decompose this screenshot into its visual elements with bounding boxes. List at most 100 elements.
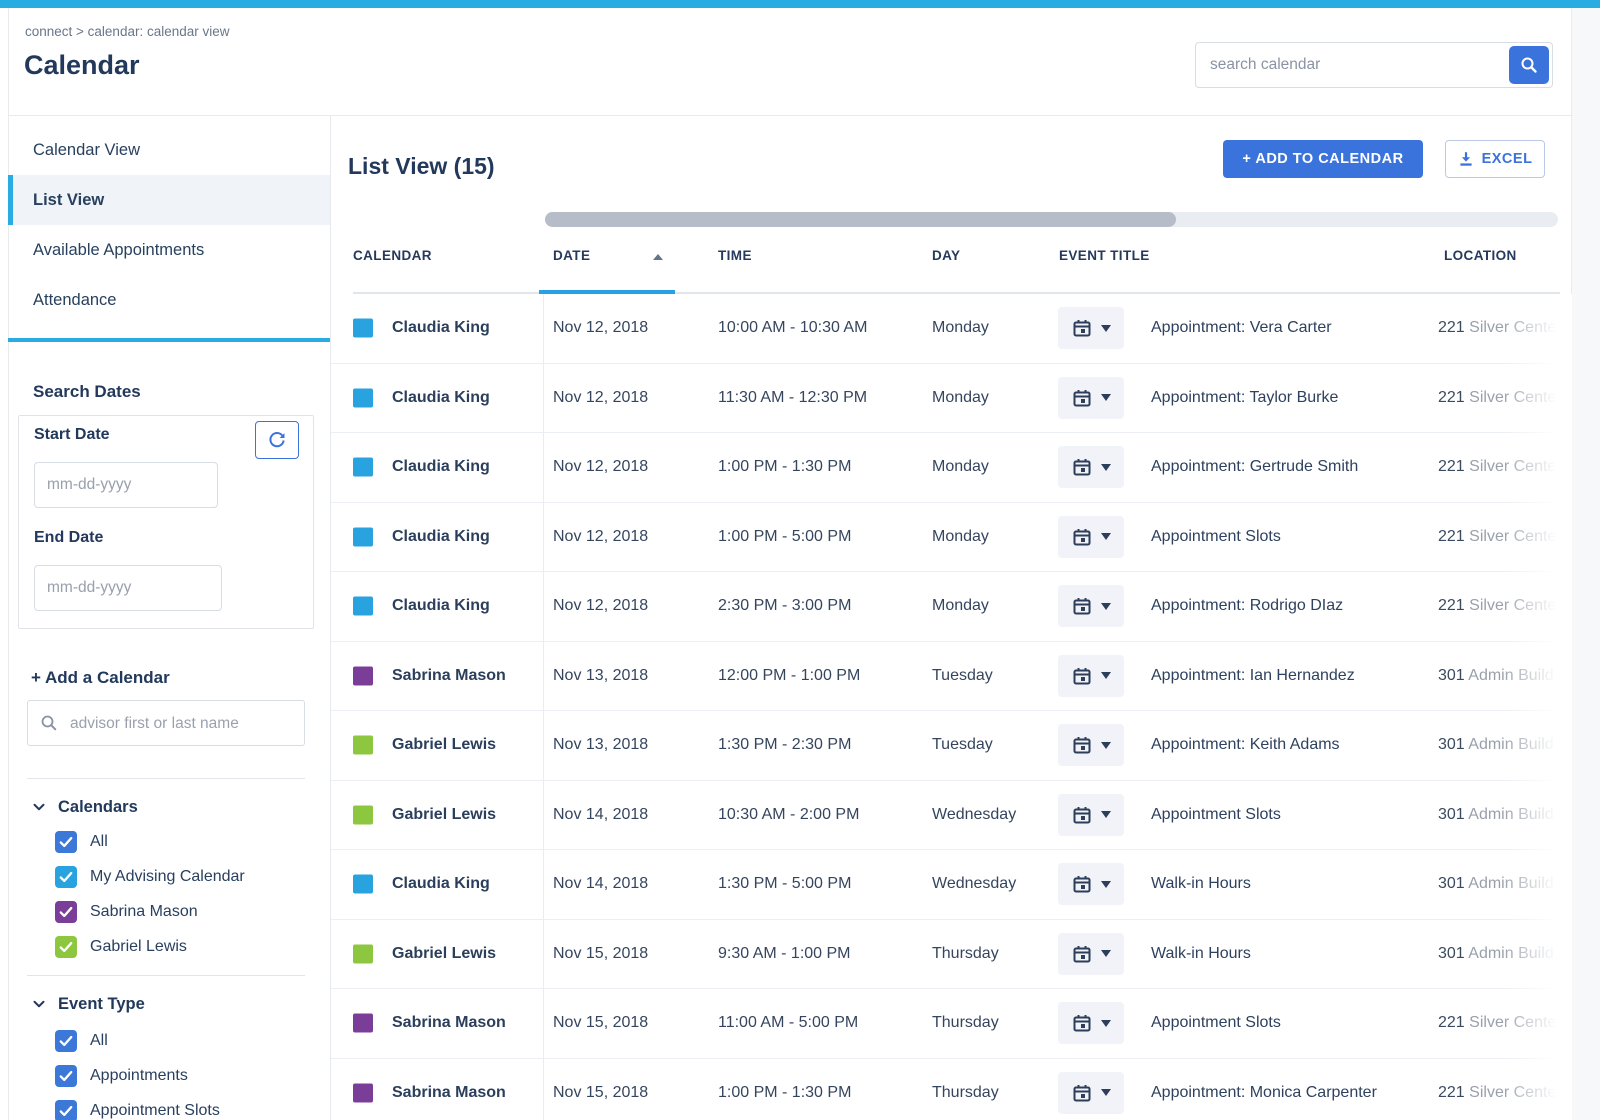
- calendar-icon: [1073, 320, 1090, 337]
- event-time: 1:00 PM - 5:00 PM: [718, 527, 852, 545]
- event-type-group-header[interactable]: Event Type: [30, 992, 320, 1016]
- event-date: Nov 13, 2018: [553, 666, 649, 684]
- calendar-icon: [1073, 459, 1090, 476]
- event-date: Nov 12, 2018: [553, 527, 649, 545]
- refresh-dates-button[interactable]: [255, 421, 299, 459]
- end-date-input[interactable]: [34, 565, 222, 611]
- event-date: Nov 14, 2018: [553, 875, 649, 893]
- checkbox-row[interactable]: All: [30, 831, 320, 853]
- event-actions-dropdown[interactable]: [1058, 793, 1124, 836]
- calendar-icon: [1073, 737, 1090, 754]
- event-title: Appointment: Vera Carter: [1151, 319, 1332, 337]
- table-body: Claudia King Nov 12, 2018 10:00 AM - 10:…: [331, 294, 1572, 1120]
- column-header-time[interactable]: TIME: [718, 248, 752, 263]
- sidebar-nav-item[interactable]: Available Appointments: [9, 225, 330, 275]
- excel-export-button[interactable]: EXCEL: [1445, 140, 1545, 178]
- caret-down-icon: [1100, 324, 1111, 332]
- column-header-day[interactable]: DAY: [932, 248, 961, 263]
- checkbox-row[interactable]: Gabriel Lewis: [30, 936, 320, 958]
- calendars-group-header[interactable]: Calendars: [30, 795, 320, 819]
- event-title: Appointment: Keith Adams: [1151, 736, 1340, 754]
- event-time: 11:00 AM - 5:00 PM: [718, 1014, 859, 1032]
- checkbox[interactable]: [55, 1065, 77, 1087]
- event-date: Nov 12, 2018: [553, 388, 649, 406]
- event-date: Nov 12, 2018: [553, 597, 649, 615]
- event-actions-dropdown[interactable]: [1058, 724, 1124, 767]
- column-header-calendar[interactable]: CALENDAR: [353, 248, 432, 263]
- event-title: Appointment: Rodrigo DIaz: [1151, 597, 1344, 615]
- horizontal-scrollbar-track[interactable]: [545, 212, 1558, 227]
- sidebar-nav-item[interactable]: Attendance: [9, 275, 330, 325]
- check-icon: [59, 941, 73, 953]
- checkbox[interactable]: [55, 901, 77, 923]
- breadcrumb[interactable]: connect > calendar: calendar view: [25, 24, 230, 39]
- event-actions-dropdown[interactable]: [1058, 446, 1124, 489]
- search-icon: [1521, 57, 1537, 73]
- table-row: Gabriel Lewis Nov 13, 2018 1:30 PM - 2:3…: [331, 711, 1572, 781]
- checkbox-row[interactable]: My Advising Calendar: [30, 866, 320, 888]
- event-day: Monday: [932, 527, 989, 545]
- calendar-owner: Claudia King: [392, 875, 490, 893]
- event-actions-dropdown[interactable]: [1058, 585, 1124, 628]
- calendar-icon: [1073, 876, 1090, 893]
- advisor-search-input[interactable]: [68, 701, 300, 747]
- event-date: Nov 15, 2018: [553, 1014, 649, 1032]
- checkbox[interactable]: [55, 1100, 77, 1120]
- sidebar-nav-item-label: Attendance: [33, 290, 117, 309]
- calendar-color-swatch: [353, 944, 373, 964]
- calendar-search-input[interactable]: [1196, 43, 1510, 87]
- checkbox-row[interactable]: Appointments: [30, 1065, 320, 1087]
- caret-down-icon: [1100, 1089, 1111, 1097]
- checkbox-row[interactable]: Appointment Slots: [30, 1100, 320, 1120]
- event-day: Tuesday: [932, 736, 993, 754]
- event-actions-dropdown[interactable]: [1058, 376, 1124, 419]
- event-actions-dropdown[interactable]: [1058, 654, 1124, 697]
- checkbox[interactable]: [55, 936, 77, 958]
- sort-ascending-icon: [653, 254, 663, 260]
- event-location: 221 Silver Cente: [1438, 388, 1557, 406]
- event-day: Monday: [932, 597, 989, 615]
- sidebar-divider: [27, 778, 305, 779]
- table-header: CALENDAR DATE TIME DAY EVENT TITLE LOCAT…: [331, 240, 1572, 272]
- event-actions-dropdown[interactable]: [1058, 1071, 1124, 1114]
- event-actions-dropdown[interactable]: [1058, 1002, 1124, 1045]
- calendars-group: Calendars All My Advising Calendar Sabri…: [30, 795, 320, 971]
- event-location: 301 Admin Build: [1438, 736, 1554, 754]
- search-dates-panel: Start Date End Date: [18, 415, 314, 629]
- column-header-date[interactable]: DATE: [553, 248, 591, 263]
- check-icon: [59, 1070, 73, 1082]
- calendar-icon: [1073, 1015, 1090, 1032]
- sidebar-nav-item[interactable]: Calendar View: [9, 125, 330, 175]
- sidebar-nav-item[interactable]: List View: [8, 175, 330, 225]
- calendar-icon: [1073, 945, 1090, 963]
- event-actions-dropdown[interactable]: [1058, 863, 1124, 906]
- event-time: 10:30 AM - 2:00 PM: [718, 805, 860, 823]
- calendar-icon: [1073, 667, 1090, 685]
- caret-down-icon: [1100, 950, 1111, 958]
- event-title: Appointment Slots: [1151, 805, 1281, 823]
- checkbox-label: My Advising Calendar: [90, 868, 245, 885]
- sidebar: Calendar View List View Available Appoin…: [8, 116, 330, 1120]
- event-time: 10:00 AM - 10:30 AM: [718, 319, 868, 337]
- search-icon: [40, 714, 58, 737]
- event-actions-dropdown[interactable]: [1058, 515, 1124, 558]
- checkbox[interactable]: [55, 831, 77, 853]
- checkbox[interactable]: [55, 1030, 77, 1052]
- start-date-input[interactable]: [34, 462, 218, 508]
- checkbox-row[interactable]: All: [30, 1030, 320, 1052]
- sidebar-nav-item-label: Available Appointments: [33, 240, 205, 259]
- event-date: Nov 15, 2018: [553, 944, 649, 962]
- calendars-group-label: Calendars: [58, 797, 138, 816]
- event-actions-dropdown[interactable]: [1058, 932, 1124, 975]
- calendar-search-button[interactable]: [1509, 46, 1549, 84]
- checkbox-row[interactable]: Sabrina Mason: [30, 901, 320, 923]
- calendar-owner: Claudia King: [392, 597, 490, 615]
- event-location: 301 Admin Build: [1438, 666, 1554, 684]
- add-to-calendar-button[interactable]: + ADD TO CALENDAR: [1223, 140, 1423, 178]
- table-row: Claudia King Nov 14, 2018 1:30 PM - 5:00…: [331, 850, 1572, 920]
- column-header-location[interactable]: LOCATION: [1444, 248, 1517, 263]
- horizontal-scrollbar-thumb[interactable]: [545, 212, 1176, 227]
- column-header-event-title[interactable]: EVENT TITLE: [1059, 248, 1150, 263]
- event-actions-dropdown[interactable]: [1058, 307, 1124, 350]
- checkbox[interactable]: [55, 866, 77, 888]
